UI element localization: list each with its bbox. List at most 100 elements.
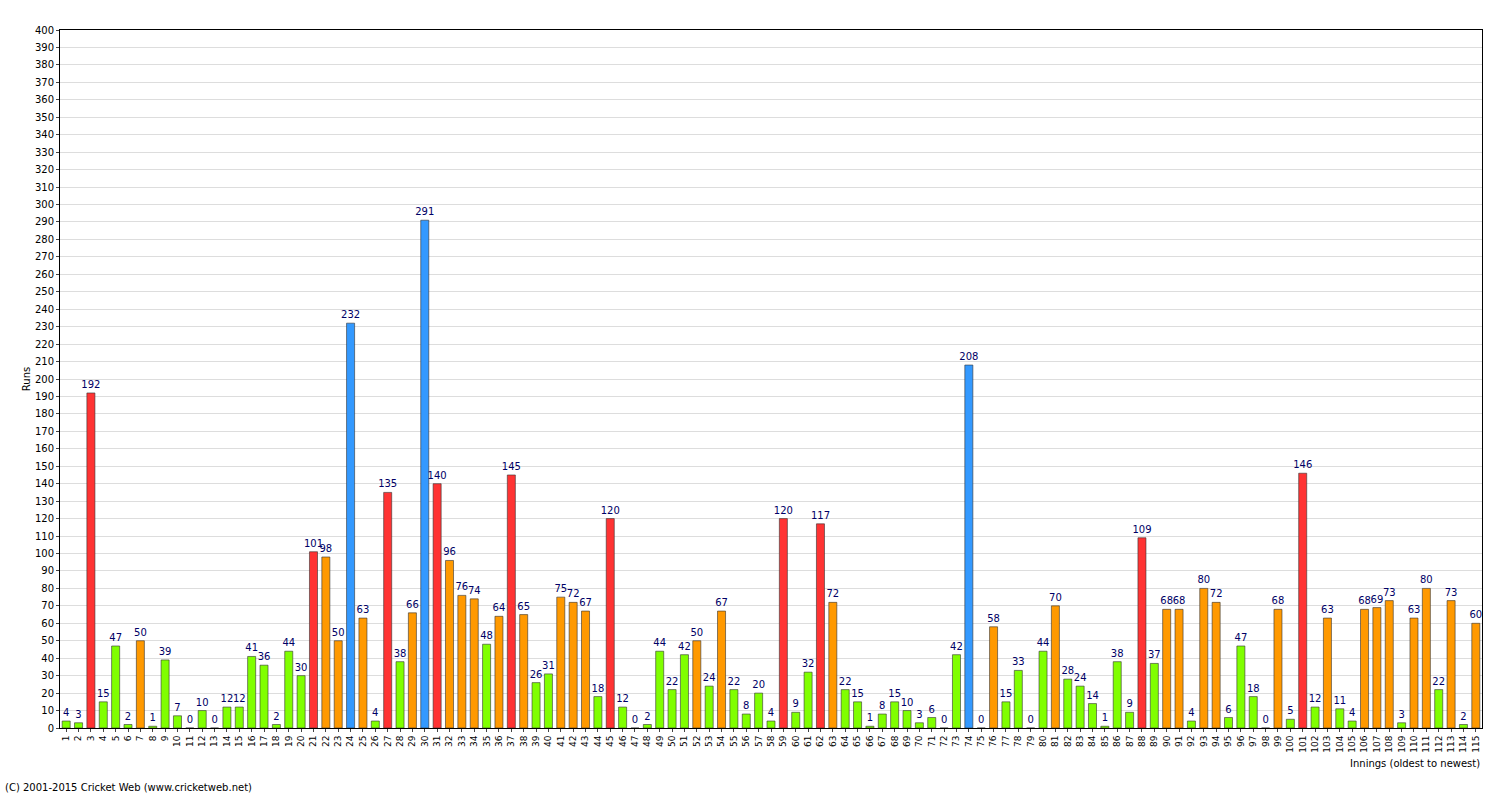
svg-text:117: 117 bbox=[811, 510, 830, 521]
svg-text:66: 66 bbox=[865, 735, 875, 747]
svg-text:105: 105 bbox=[1347, 736, 1357, 753]
svg-text:30: 30 bbox=[41, 670, 54, 681]
svg-text:73: 73 bbox=[951, 736, 961, 747]
svg-text:39: 39 bbox=[531, 735, 541, 747]
svg-text:53: 53 bbox=[704, 736, 714, 747]
svg-text:6: 6 bbox=[123, 735, 133, 741]
svg-text:0: 0 bbox=[1262, 714, 1268, 725]
svg-text:97: 97 bbox=[1248, 736, 1258, 747]
svg-text:96: 96 bbox=[443, 546, 456, 557]
svg-text:12: 12 bbox=[221, 693, 234, 704]
svg-text:210: 210 bbox=[35, 356, 54, 367]
svg-text:(C) 2001-2015 Cricket Web (www: (C) 2001-2015 Cricket Web (www.cricketwe… bbox=[5, 782, 252, 793]
svg-text:72: 72 bbox=[1210, 588, 1223, 599]
svg-text:72: 72 bbox=[567, 588, 580, 599]
svg-text:72: 72 bbox=[826, 588, 839, 599]
svg-text:47: 47 bbox=[630, 736, 640, 747]
svg-text:400: 400 bbox=[35, 25, 54, 36]
svg-text:30: 30 bbox=[295, 662, 308, 673]
svg-text:18: 18 bbox=[592, 683, 605, 694]
svg-text:9: 9 bbox=[793, 698, 799, 709]
svg-text:25: 25 bbox=[358, 736, 368, 747]
svg-text:63: 63 bbox=[1408, 604, 1421, 615]
svg-text:42: 42 bbox=[950, 641, 963, 652]
svg-text:12: 12 bbox=[197, 736, 207, 747]
svg-text:56: 56 bbox=[741, 735, 751, 747]
svg-text:60: 60 bbox=[1469, 609, 1482, 620]
svg-text:106: 106 bbox=[1359, 735, 1369, 752]
svg-text:3: 3 bbox=[75, 709, 81, 720]
svg-text:7: 7 bbox=[135, 736, 145, 742]
svg-text:23: 23 bbox=[333, 736, 343, 747]
svg-text:95: 95 bbox=[1223, 736, 1233, 747]
svg-text:75: 75 bbox=[554, 583, 567, 594]
svg-text:54: 54 bbox=[716, 735, 726, 747]
svg-text:15: 15 bbox=[97, 688, 110, 699]
svg-text:101: 101 bbox=[1298, 736, 1308, 753]
svg-text:10: 10 bbox=[196, 697, 209, 708]
svg-text:78: 78 bbox=[1013, 735, 1023, 747]
svg-text:250: 250 bbox=[35, 286, 54, 297]
svg-text:0: 0 bbox=[48, 723, 54, 734]
svg-text:79: 79 bbox=[1026, 735, 1036, 747]
svg-text:14: 14 bbox=[1086, 690, 1099, 701]
svg-text:232: 232 bbox=[341, 309, 360, 320]
svg-text:220: 220 bbox=[35, 339, 54, 350]
svg-text:6: 6 bbox=[1225, 704, 1231, 715]
svg-text:99: 99 bbox=[1273, 735, 1283, 747]
svg-text:42: 42 bbox=[568, 736, 578, 747]
svg-text:44: 44 bbox=[653, 637, 666, 648]
svg-text:68: 68 bbox=[1160, 595, 1173, 606]
svg-text:63: 63 bbox=[357, 604, 370, 615]
svg-text:20: 20 bbox=[41, 688, 54, 699]
svg-text:4: 4 bbox=[98, 735, 108, 741]
svg-text:67: 67 bbox=[715, 597, 728, 608]
svg-text:81: 81 bbox=[1050, 736, 1060, 747]
svg-text:340: 340 bbox=[35, 129, 54, 140]
svg-text:58: 58 bbox=[766, 735, 776, 747]
svg-text:24: 24 bbox=[703, 672, 716, 683]
svg-text:390: 390 bbox=[35, 42, 54, 53]
svg-text:135: 135 bbox=[378, 478, 397, 489]
svg-text:1: 1 bbox=[150, 712, 156, 723]
svg-text:10: 10 bbox=[41, 705, 54, 716]
svg-text:33: 33 bbox=[1012, 656, 1025, 667]
svg-text:10: 10 bbox=[901, 697, 914, 708]
svg-text:2: 2 bbox=[644, 711, 650, 722]
svg-text:9: 9 bbox=[160, 735, 170, 741]
svg-text:310: 310 bbox=[35, 182, 54, 193]
svg-text:101: 101 bbox=[304, 538, 323, 549]
svg-text:9: 9 bbox=[1126, 698, 1132, 709]
svg-text:2: 2 bbox=[273, 711, 279, 722]
svg-text:14: 14 bbox=[222, 735, 232, 747]
svg-text:40: 40 bbox=[543, 735, 553, 747]
svg-text:160: 160 bbox=[35, 443, 54, 454]
svg-text:27: 27 bbox=[383, 736, 393, 747]
svg-text:380: 380 bbox=[35, 59, 54, 70]
svg-text:90: 90 bbox=[1162, 735, 1172, 747]
svg-text:0: 0 bbox=[978, 714, 984, 725]
svg-text:69: 69 bbox=[902, 735, 912, 747]
svg-text:4: 4 bbox=[1188, 707, 1194, 718]
svg-text:89: 89 bbox=[1149, 735, 1159, 747]
svg-text:49: 49 bbox=[655, 735, 665, 747]
svg-text:360: 360 bbox=[35, 94, 54, 105]
svg-text:94: 94 bbox=[1211, 735, 1221, 747]
svg-text:2: 2 bbox=[125, 711, 131, 722]
svg-text:13: 13 bbox=[209, 736, 219, 747]
svg-text:21: 21 bbox=[308, 736, 318, 747]
svg-text:68: 68 bbox=[1173, 595, 1186, 606]
svg-text:26: 26 bbox=[530, 669, 543, 680]
svg-text:4: 4 bbox=[372, 707, 378, 718]
svg-text:80: 80 bbox=[1038, 735, 1048, 747]
svg-text:1: 1 bbox=[1102, 712, 1108, 723]
svg-text:15: 15 bbox=[851, 688, 864, 699]
svg-text:61: 61 bbox=[803, 736, 813, 747]
svg-text:8: 8 bbox=[879, 700, 885, 711]
svg-text:45: 45 bbox=[605, 736, 615, 747]
svg-text:90: 90 bbox=[41, 565, 54, 576]
svg-text:50: 50 bbox=[690, 627, 703, 638]
svg-text:59: 59 bbox=[778, 735, 788, 747]
svg-text:84: 84 bbox=[1087, 735, 1097, 747]
svg-text:48: 48 bbox=[642, 735, 652, 747]
